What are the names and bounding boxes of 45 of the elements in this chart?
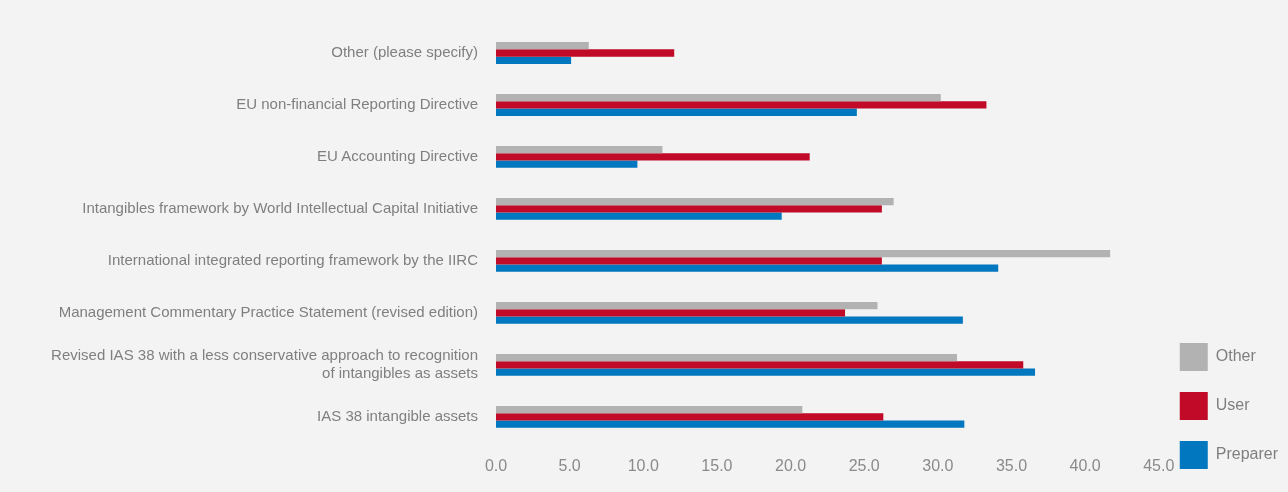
bar (496, 361, 1024, 369)
bar (496, 198, 894, 206)
bar (496, 420, 965, 428)
x-tick-label: 15.0 (701, 456, 733, 474)
legend-label: Other (1215, 347, 1257, 365)
bar (496, 153, 810, 161)
x-tick-label: 45.0 (1143, 456, 1175, 474)
bar (496, 146, 663, 154)
bar (496, 405, 803, 414)
y-tick-label: EU non-financial Reporting Directive (236, 95, 478, 113)
x-tick-label: 30.0 (922, 456, 954, 474)
bar (496, 94, 941, 102)
bar (496, 301, 878, 310)
bar (496, 257, 882, 265)
bar (496, 101, 987, 109)
y-tick-label: International integrated reporting framework by the IIRC (107, 251, 479, 269)
bar (496, 249, 1111, 258)
y-tick-label: IAS 38 intangible assets (317, 406, 478, 424)
bar (496, 42, 589, 50)
bar (496, 205, 882, 213)
bar (496, 49, 675, 57)
y-tick-label: Revised IAS 38 with a less conservative approach to recognition of intangibles as assets (51, 345, 478, 381)
y-tick-label: Other (please specify) (331, 43, 478, 61)
x-tick-label: 40.0 (1069, 456, 1101, 474)
bar (496, 316, 963, 324)
bar (496, 309, 846, 317)
bar (496, 264, 999, 272)
x-tick-label: 5.0 (558, 456, 581, 474)
bar (496, 353, 957, 362)
bar (496, 368, 1036, 376)
bar (496, 413, 884, 421)
x-tick-label: 0.0 (484, 456, 508, 474)
bar (496, 160, 638, 168)
y-tick-label: EU Accounting Directive (317, 147, 478, 165)
legend-label: User (1215, 396, 1251, 414)
x-tick-label: 20.0 (774, 456, 807, 474)
legend-label: Preparer (1215, 445, 1279, 463)
x-tick-label: 35.0 (995, 456, 1028, 474)
y-tick-label: Management Commentary Practice Statement (revised edition) (58, 303, 478, 320)
bar (496, 56, 572, 64)
x-tick-label: 25.0 (848, 456, 880, 474)
x-tick-label: 10.0 (627, 456, 659, 474)
y-tick-label: Intangibles framework by World Intellectual Capital Initiative (82, 199, 478, 217)
bar (496, 212, 782, 220)
bar (496, 108, 857, 116)
